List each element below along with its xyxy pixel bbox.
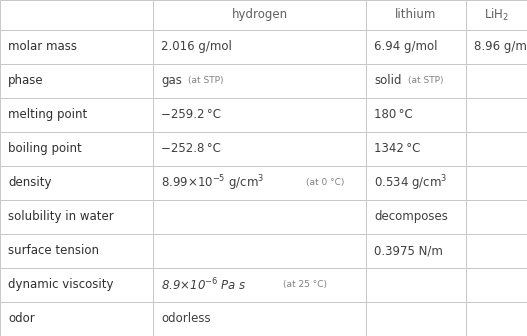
Bar: [153, 200, 366, 234]
Text: −252.8 °C: −252.8 °C: [161, 142, 221, 155]
Bar: [0, 200, 153, 234]
Bar: [153, 98, 366, 132]
Text: 6.94 g/mol: 6.94 g/mol: [374, 40, 437, 53]
Text: LiH$_2$: LiH$_2$: [484, 7, 509, 23]
Text: odorless: odorless: [161, 312, 211, 326]
Text: decomposes: decomposes: [374, 210, 448, 223]
Text: 2.016 g/mol: 2.016 g/mol: [161, 40, 232, 53]
Text: boiling point: boiling point: [8, 142, 82, 155]
Bar: [0, 132, 153, 166]
Bar: [153, 268, 366, 302]
Text: 180 °C: 180 °C: [374, 108, 413, 121]
Bar: [0, 234, 153, 268]
Bar: [153, 302, 366, 336]
Bar: [466, 268, 527, 302]
Text: (at 0 °C): (at 0 °C): [306, 178, 344, 187]
Bar: [366, 0, 466, 30]
Text: solubility in water: solubility in water: [8, 210, 114, 223]
Bar: [0, 30, 153, 64]
Text: molar mass: molar mass: [8, 40, 77, 53]
Bar: [153, 0, 366, 30]
Text: 1342 °C: 1342 °C: [374, 142, 421, 155]
Text: dynamic viscosity: dynamic viscosity: [8, 279, 113, 291]
Bar: [0, 64, 153, 98]
Bar: [366, 200, 466, 234]
Bar: [153, 132, 366, 166]
Text: lithium: lithium: [395, 8, 437, 21]
Bar: [0, 98, 153, 132]
Text: (at STP): (at STP): [188, 76, 223, 85]
Bar: [466, 132, 527, 166]
Bar: [0, 0, 153, 30]
Text: (at STP): (at STP): [408, 76, 444, 85]
Bar: [0, 268, 153, 302]
Bar: [466, 0, 527, 30]
Bar: [466, 200, 527, 234]
Text: 8.96 g/mol: 8.96 g/mol: [474, 40, 527, 53]
Bar: [466, 234, 527, 268]
Bar: [0, 166, 153, 200]
Text: solid: solid: [374, 74, 402, 87]
Bar: [366, 132, 466, 166]
Text: 0.534 g/cm$^3$: 0.534 g/cm$^3$: [374, 173, 447, 193]
Bar: [466, 302, 527, 336]
Text: odor: odor: [8, 312, 35, 326]
Bar: [153, 234, 366, 268]
Bar: [366, 64, 466, 98]
Text: phase: phase: [8, 74, 44, 87]
Text: gas: gas: [161, 74, 182, 87]
Bar: [153, 30, 366, 64]
Bar: [366, 166, 466, 200]
Text: 8.99$\times$10$^{-5}$ g/cm$^3$: 8.99$\times$10$^{-5}$ g/cm$^3$: [161, 173, 264, 193]
Bar: [366, 98, 466, 132]
Text: (at 25 °C): (at 25 °C): [283, 281, 327, 289]
Bar: [466, 166, 527, 200]
Bar: [466, 30, 527, 64]
Bar: [153, 64, 366, 98]
Text: hydrogen: hydrogen: [231, 8, 288, 21]
Bar: [366, 234, 466, 268]
Text: −259.2 °C: −259.2 °C: [161, 108, 221, 121]
Text: density: density: [8, 176, 52, 189]
Bar: [0, 302, 153, 336]
Bar: [466, 98, 527, 132]
Bar: [466, 64, 527, 98]
Bar: [366, 30, 466, 64]
Text: melting point: melting point: [8, 108, 87, 121]
Text: surface tension: surface tension: [8, 244, 99, 257]
Bar: [153, 166, 366, 200]
Bar: [366, 268, 466, 302]
Text: 8.9$\times$10$^{-6}$ Pa s: 8.9$\times$10$^{-6}$ Pa s: [161, 277, 247, 293]
Text: 0.3975 N/m: 0.3975 N/m: [374, 244, 443, 257]
Bar: [366, 302, 466, 336]
